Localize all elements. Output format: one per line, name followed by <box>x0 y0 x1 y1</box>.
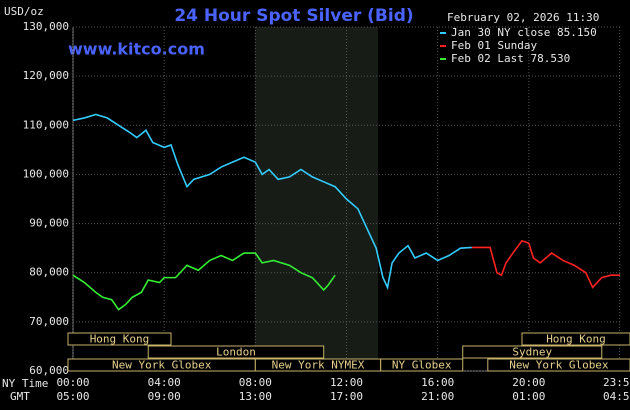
session-label: New York NYMEX <box>272 359 365 372</box>
session-bar <box>147 345 325 359</box>
session-bar <box>462 345 603 359</box>
series-line <box>72 252 336 311</box>
y-tick-label: 120,000 <box>23 69 69 82</box>
x-tick-label: 16:00 <box>421 376 454 389</box>
y-tick-label: 110,000 <box>23 118 69 131</box>
watermark: www.kitco.com <box>68 40 205 59</box>
legend-label: Feb 01 Sunday <box>451 39 537 52</box>
session-label: NY Globex <box>392 359 452 372</box>
x-tick-label: 12:00 <box>330 376 363 389</box>
y-tick-label: 100,000 <box>23 167 69 180</box>
session-label: Sydney <box>512 346 552 359</box>
session-bar <box>521 332 630 346</box>
chart-title: 24 Hour Spot Silver (Bid) <box>174 6 413 26</box>
x-tick-label: 00:00 <box>56 376 89 389</box>
x-tick-label: 23:59 <box>603 376 630 389</box>
session-label: New York Globex <box>509 359 609 372</box>
legend-label: Feb 02 Last 78.530 <box>451 52 570 65</box>
x2-tick-label: 13:00 <box>239 390 272 403</box>
y-tick-label: 60,000 <box>29 364 69 377</box>
y-tick-label: 130,000 <box>23 20 69 33</box>
session-label: Hong Kong <box>546 333 606 346</box>
session-label: New York Globex <box>112 359 212 372</box>
y-axis-label: USD/oz <box>4 5 44 18</box>
x2-tick-label: 21:00 <box>421 390 454 403</box>
session-bar <box>380 358 464 372</box>
y-tick-label: 90,000 <box>29 217 69 230</box>
nymex-shade <box>255 27 378 371</box>
series-line <box>471 239 620 289</box>
legend-label: Jan 30 NY close 85.150 <box>451 26 597 39</box>
x-axis-label: NY Time <box>2 377 48 390</box>
x2-axis-label: GMT <box>10 390 30 403</box>
x2-tick-label: 05:00 <box>56 390 89 403</box>
session-label: London <box>216 346 256 359</box>
session-bar <box>67 332 172 346</box>
x-tick-label: 04:00 <box>148 376 181 389</box>
series-line <box>72 113 472 291</box>
session-label: Hong Kong <box>90 333 150 346</box>
x-tick-label: 20:00 <box>512 376 545 389</box>
x2-tick-label: 17:00 <box>330 390 363 403</box>
y-tick-label: 80,000 <box>29 266 69 279</box>
y-tick-label: 70,000 <box>29 315 69 328</box>
x2-tick-label: 09:00 <box>148 390 181 403</box>
x-tick-label: 08:00 <box>239 376 272 389</box>
x2-tick-label: 01:00 <box>512 390 545 403</box>
x2-tick-label: 04:59 <box>603 390 630 403</box>
chart-subtitle: February 02, 2026 11:30 <box>447 11 599 24</box>
